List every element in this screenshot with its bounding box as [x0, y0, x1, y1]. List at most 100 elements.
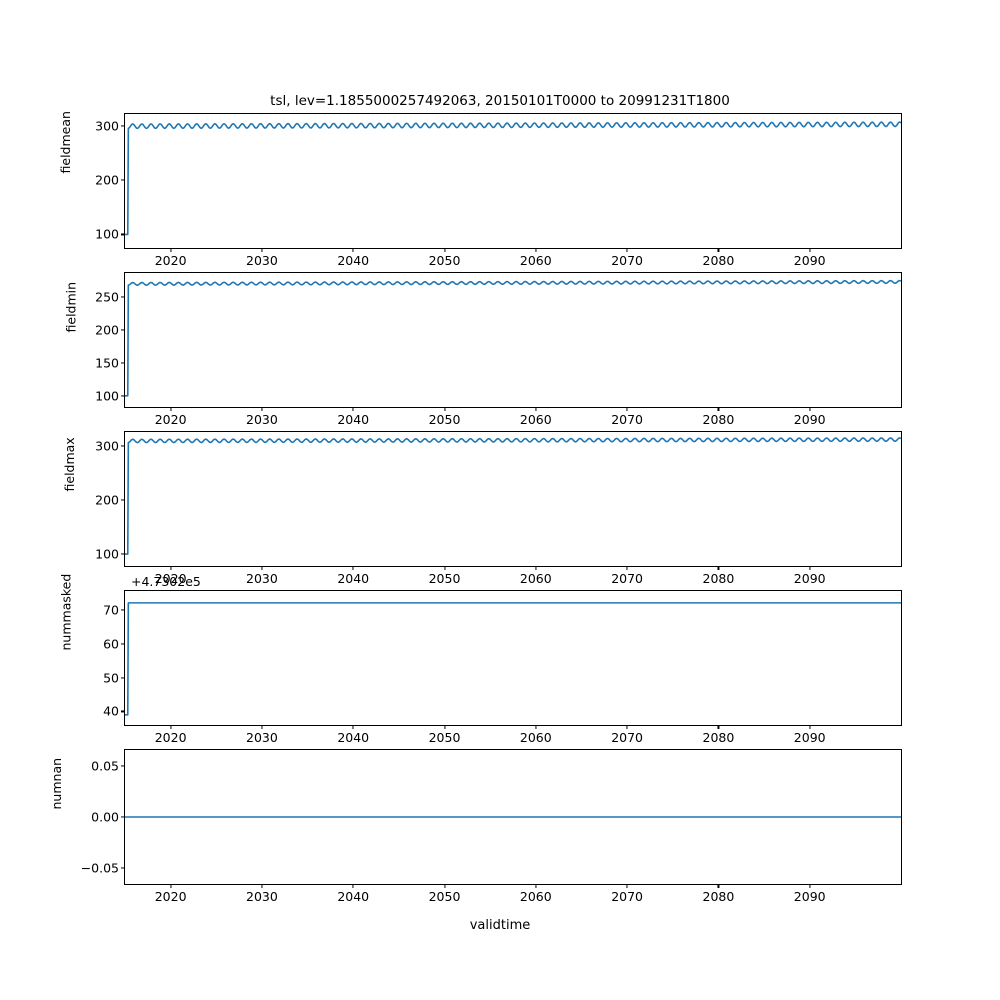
x-tick-mark: [443, 407, 446, 411]
y-tick-mark: [121, 643, 125, 645]
x-tick-mark: [717, 884, 719, 888]
x-tick-label: 2020: [154, 412, 187, 427]
x-tick-label: 2040: [337, 412, 370, 427]
y-tick-mark: [121, 765, 125, 767]
x-tick-label: 2030: [246, 412, 278, 427]
x-tick-label: 2050: [428, 889, 461, 904]
y-tick-mark: [121, 867, 125, 869]
x-tick-mark: [626, 725, 628, 729]
y-tick-mark: [121, 816, 125, 818]
x-tick-label: 2080: [702, 412, 735, 427]
x-tick-label: 2050: [428, 730, 461, 745]
x-tick-label: 2060: [519, 412, 552, 427]
x-tick-mark: [809, 884, 811, 888]
x-tick-mark: [809, 407, 811, 411]
y-axis-label-numnan: numnan: [49, 757, 65, 810]
y-tick-mark: [121, 499, 125, 501]
x-tick-mark: [717, 566, 719, 570]
x-tick-mark: [352, 248, 354, 252]
x-tick-mark: [535, 407, 537, 411]
x-tick-label: 2070: [611, 253, 644, 268]
y-tick-mark: [121, 676, 125, 679]
x-tick-mark: [443, 248, 446, 252]
y-tick-label-fieldmean: 100: [95, 226, 119, 242]
y-tick-label-fieldmin: 150: [95, 355, 119, 371]
x-axis-label: validtime: [469, 918, 531, 933]
data-line-fieldmax: [125, 437, 901, 555]
x-tick-label: 2070: [611, 571, 644, 586]
y-tick-label-numnan: 0.05: [91, 758, 119, 774]
plot-area-fieldmax: [125, 432, 901, 566]
y-tick-mark: [121, 362, 125, 364]
x-tick-label: 2040: [337, 889, 370, 904]
y-tick-label-nummasked: 70: [103, 602, 119, 618]
x-tick-label: 2060: [519, 571, 552, 586]
x-tick-mark: [261, 884, 263, 888]
plot-area-numnan: [125, 750, 901, 884]
x-tick-label: 2060: [519, 253, 552, 268]
x-tick-label: 2060: [519, 730, 552, 745]
x-tick-mark: [352, 884, 354, 888]
x-tick-label: 2020: [154, 253, 187, 268]
x-tick-label: 2080: [702, 253, 735, 268]
x-tick-mark: [170, 248, 172, 252]
y-axis-label-fieldmin: fieldmin: [64, 281, 80, 333]
x-tick-mark: [809, 725, 811, 729]
x-tick-label: 2070: [611, 730, 644, 745]
y-axis-label-fieldmean: fieldmean: [58, 111, 74, 174]
x-tick-mark: [535, 248, 537, 252]
x-tick-mark: [717, 248, 719, 252]
panel-fieldmin: 100 150 200 250 2020 2030 2040 2050 2060 2070 2080…: [64, 272, 902, 427]
x-tick-mark: [809, 248, 811, 252]
y-tick-label-fieldmax: 200: [95, 492, 119, 508]
y-axis-label-fieldmax: fieldmax: [62, 437, 78, 492]
x-tick-label: 2030: [246, 571, 278, 586]
x-tick-label: 2090: [793, 412, 826, 427]
y-tick-mark: [121, 329, 125, 331]
x-tick-mark: [170, 725, 172, 729]
x-tick-label: 2090: [793, 730, 826, 745]
x-tick-mark: [352, 566, 354, 570]
x-tick-mark: [535, 566, 537, 570]
y-tick-mark: [121, 445, 125, 447]
y-tick-label-nummasked: 60: [103, 636, 119, 652]
x-tick-label: 2040: [337, 730, 370, 745]
x-tick-label: 2090: [793, 253, 826, 268]
y-tick-mark: [121, 125, 125, 127]
x-tick-label: 2030: [246, 730, 278, 745]
y-tick-label-fieldmean: 300: [95, 118, 119, 134]
y-tick-label-fieldmin: 100: [95, 388, 119, 404]
y-tick-label-fieldmin: 200: [95, 322, 119, 338]
x-tick-label: 2030: [246, 889, 278, 904]
y-tick-label-nummasked: 40: [103, 703, 119, 719]
plot-area-fieldmean: [125, 114, 901, 248]
x-tick-label: 2020: [154, 730, 187, 745]
x-tick-label: 2090: [793, 571, 826, 586]
x-tick-label: 2090: [793, 889, 826, 904]
x-tick-mark: [352, 725, 354, 729]
x-tick-label: 2080: [702, 571, 735, 586]
x-tick-label: 2050: [428, 253, 461, 268]
panel-numnan: −0.05 0.00 0.05 2020 2030 2040 2050 2060 2070 208…: [49, 749, 902, 904]
x-tick-mark: [717, 407, 719, 411]
x-tick-mark: [261, 407, 263, 411]
data-line-nummasked: [125, 602, 901, 716]
x-tick-label: 2050: [428, 571, 461, 586]
data-line-fieldmin: [125, 279, 901, 397]
x-tick-mark: [170, 566, 172, 570]
y-tick-mark: [121, 296, 125, 298]
y-axis-offset-text: +4.7302e5: [131, 574, 201, 589]
x-tick-mark: [170, 884, 172, 888]
x-tick-mark: [717, 725, 719, 729]
y-tick-mark: [121, 710, 125, 712]
x-tick-mark: [535, 884, 537, 888]
panel-nummasked: 40 50 60 70 2020 2030 2040 2050 2060 2070 2080 2090…: [58, 574, 902, 745]
x-tick-mark: [626, 566, 628, 570]
plot-area-nummasked: [125, 591, 901, 725]
x-tick-label: 2070: [611, 889, 644, 904]
y-tick-label-fieldmin: 250: [95, 289, 119, 305]
x-tick-label: 2060: [519, 889, 552, 904]
panel-fieldmean: 100 200 300 2020 2030 2040 2050 2060 2070 2080 209…: [58, 111, 902, 268]
x-tick-mark: [809, 566, 811, 570]
